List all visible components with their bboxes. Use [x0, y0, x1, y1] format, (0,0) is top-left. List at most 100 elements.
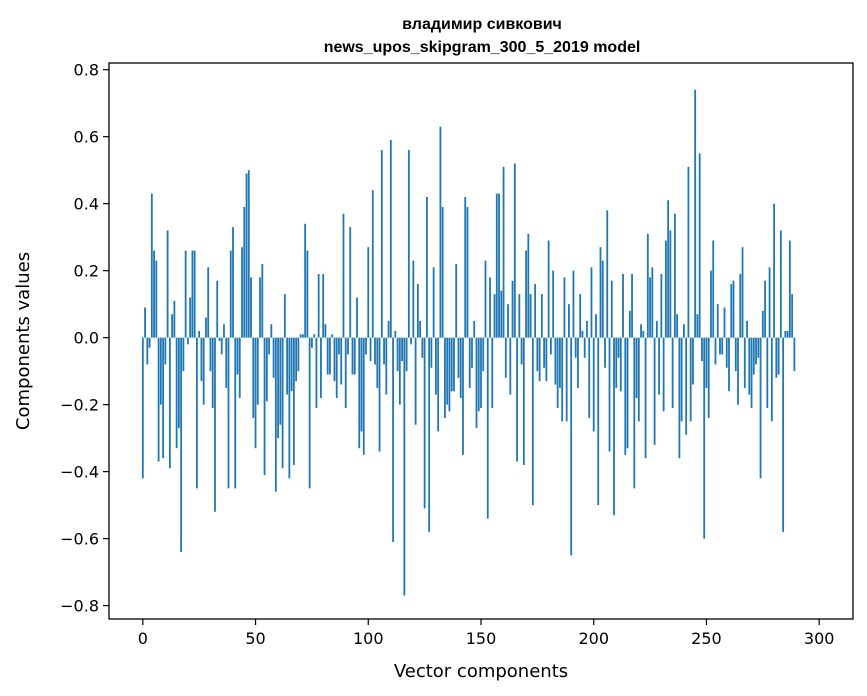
bar: [315, 337, 318, 408]
bar: [232, 227, 234, 338]
x-tick-label: 200: [578, 629, 609, 648]
bar: [155, 260, 158, 338]
bar: [184, 250, 187, 338]
bar: [324, 324, 327, 338]
bar: [757, 337, 760, 358]
bar: [552, 270, 555, 338]
bar: [502, 166, 505, 338]
bar: [412, 260, 415, 338]
bar: [308, 337, 311, 489]
bar: [773, 203, 775, 338]
bar: [238, 337, 241, 398]
bar: [446, 337, 449, 405]
bar: [304, 223, 307, 338]
bar: [662, 337, 665, 412]
bar: [545, 337, 548, 382]
bar: [405, 337, 408, 372]
bar: [223, 324, 225, 338]
bar: [218, 337, 221, 341]
bar: [356, 297, 358, 338]
bar: [441, 207, 444, 338]
bar: [410, 337, 413, 345]
bar: [473, 320, 476, 338]
bar: [518, 294, 521, 338]
bar: [725, 337, 728, 368]
bar: [574, 337, 577, 358]
bar: [279, 337, 282, 425]
bar: [651, 267, 654, 338]
bar: [694, 89, 697, 338]
bar: [378, 337, 381, 452]
y-tick-label: 0.4: [74, 195, 99, 214]
bar: [342, 213, 345, 338]
bar: [146, 337, 149, 365]
bar: [588, 337, 591, 419]
bar: [175, 337, 178, 449]
bar: [619, 337, 622, 392]
bar: [416, 284, 419, 338]
bar: [507, 304, 509, 338]
bar: [374, 337, 376, 365]
bar: [536, 337, 539, 372]
bar: [477, 337, 480, 412]
bar: [347, 337, 349, 355]
bar: [297, 337, 300, 372]
bar: [689, 337, 692, 422]
bar: [716, 304, 719, 338]
bar: [705, 337, 708, 388]
bar: [250, 277, 252, 338]
bar: [159, 337, 162, 405]
y-axis-label: Components values: [13, 252, 34, 430]
bar: [360, 337, 363, 432]
bar: [464, 196, 467, 338]
bar: [198, 330, 201, 338]
bar: [459, 337, 462, 398]
bar: [272, 337, 275, 378]
bar: [283, 294, 286, 338]
bar: [581, 330, 584, 338]
y-tick-label: 0.6: [74, 128, 99, 147]
bar: [748, 337, 751, 395]
bar: [719, 337, 721, 355]
bar: [398, 337, 401, 405]
bar: [658, 337, 661, 395]
bar: [692, 337, 694, 385]
bar: [734, 337, 737, 372]
bar: [288, 337, 291, 479]
chart-title-line1: владимир сивкович: [402, 16, 562, 33]
bar: [376, 337, 379, 388]
bar: [489, 277, 491, 338]
bar: [455, 263, 458, 338]
bar: [660, 274, 663, 338]
bar: [227, 337, 230, 489]
bar: [403, 337, 406, 596]
bar: [703, 337, 706, 539]
bar: [220, 337, 223, 355]
bar: [437, 337, 440, 432]
bar: [286, 337, 289, 395]
bar: [554, 337, 557, 385]
bar: [385, 337, 388, 395]
bar: [746, 320, 748, 338]
bar: [504, 337, 507, 378]
bar: [604, 337, 606, 368]
bar: [540, 294, 543, 338]
bar: [617, 337, 620, 358]
bar: [737, 337, 739, 405]
bar: [595, 314, 597, 338]
bar: [710, 270, 712, 338]
bar: [714, 337, 717, 365]
bar: [721, 337, 724, 355]
bar: [525, 250, 527, 338]
x-tick-label: 150: [466, 629, 497, 648]
bar: [358, 337, 361, 449]
bar: [475, 337, 478, 429]
bar: [628, 310, 631, 338]
bar: [520, 337, 523, 365]
bar: [653, 337, 656, 445]
y-tick-label: 0.8: [74, 61, 99, 80]
bar: [707, 337, 710, 419]
bar: [428, 337, 431, 532]
bar: [265, 337, 268, 402]
